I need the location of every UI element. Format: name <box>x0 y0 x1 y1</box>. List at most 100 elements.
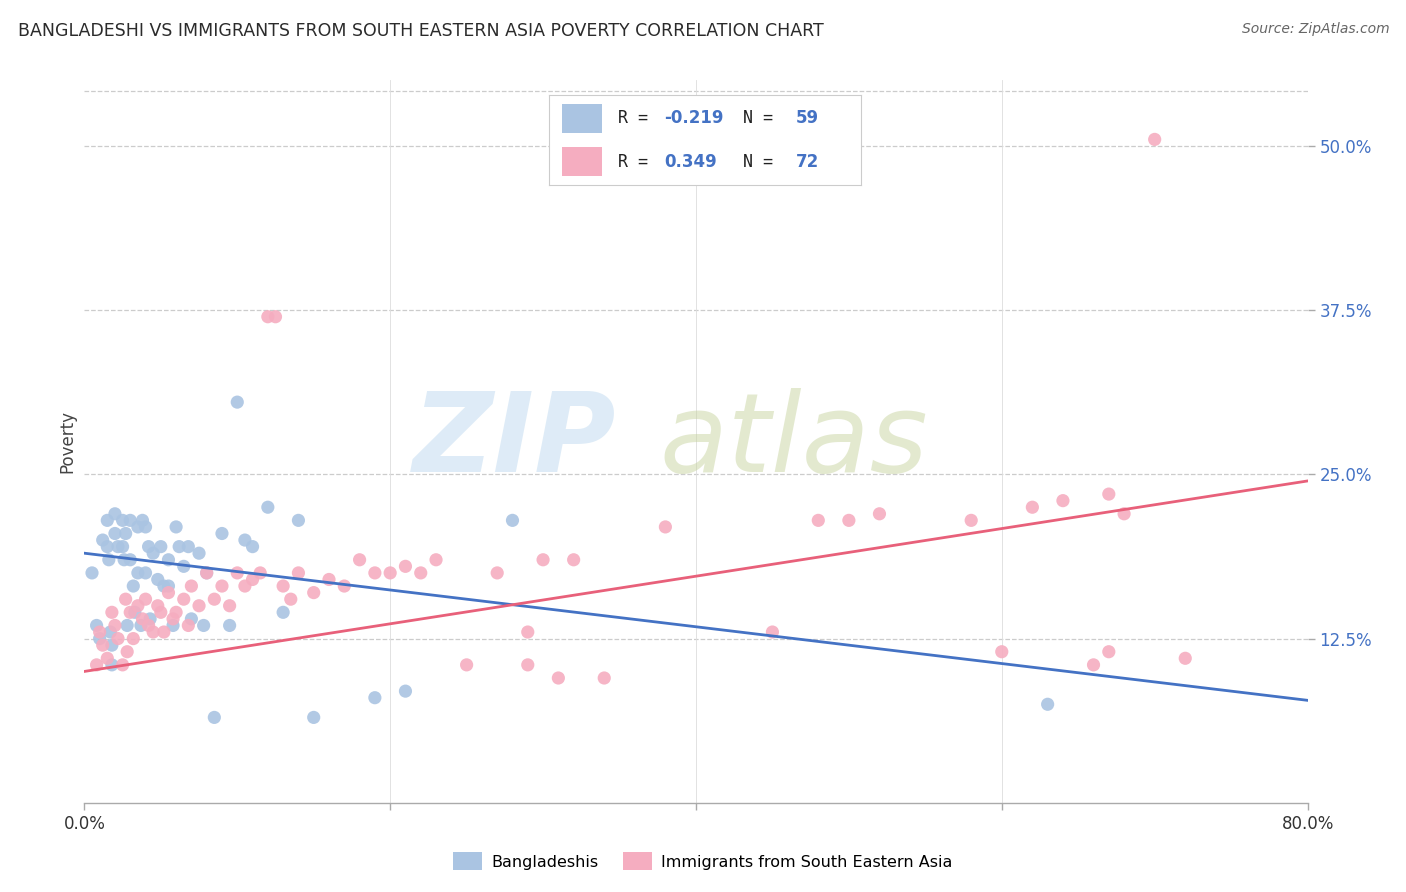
Point <box>394 559 416 574</box>
Point <box>869 507 891 521</box>
Point <box>180 579 202 593</box>
Point <box>120 513 142 527</box>
Point <box>180 612 202 626</box>
Point <box>233 533 256 547</box>
Point <box>188 546 211 560</box>
Point <box>127 520 149 534</box>
Point <box>91 533 114 547</box>
Point <box>122 579 145 593</box>
Point <box>233 579 256 593</box>
Point <box>111 657 134 672</box>
Point <box>173 592 195 607</box>
Point <box>138 618 160 632</box>
Point <box>562 553 585 567</box>
Text: BANGLADESHI VS IMMIGRANTS FROM SOUTH EASTERN ASIA POVERTY CORRELATION CHART: BANGLADESHI VS IMMIGRANTS FROM SOUTH EAS… <box>18 22 824 40</box>
Point <box>80 566 103 580</box>
Point <box>97 553 120 567</box>
Point <box>195 566 218 580</box>
Point <box>96 513 118 527</box>
Point <box>127 599 149 613</box>
Point <box>127 566 149 580</box>
Point <box>165 520 187 534</box>
Point <box>226 566 249 580</box>
Point <box>218 599 240 613</box>
Point <box>654 520 676 534</box>
Point <box>193 618 215 632</box>
Point <box>86 618 108 632</box>
Point <box>761 625 783 640</box>
Point <box>101 638 124 652</box>
Point <box>991 645 1014 659</box>
Point <box>165 605 187 619</box>
Point <box>960 513 983 527</box>
Point <box>149 540 172 554</box>
Point <box>1021 500 1043 515</box>
Point <box>364 690 387 705</box>
Point <box>104 507 127 521</box>
Point <box>157 553 180 567</box>
Point <box>111 513 134 527</box>
Point <box>112 553 135 567</box>
Point <box>91 638 114 652</box>
Point <box>211 526 233 541</box>
Point <box>1114 507 1136 521</box>
Point <box>287 566 309 580</box>
Point <box>280 592 302 607</box>
Point <box>1036 698 1059 712</box>
Point <box>188 599 211 613</box>
Point <box>302 710 325 724</box>
Point <box>114 526 136 541</box>
Point <box>107 540 129 554</box>
Point <box>98 625 121 640</box>
Point <box>111 540 134 554</box>
Point <box>104 526 127 541</box>
Point <box>157 585 180 599</box>
Point <box>107 632 129 646</box>
Point <box>89 632 111 646</box>
Point <box>409 566 432 580</box>
Point <box>135 520 157 534</box>
Point <box>218 618 240 632</box>
Point <box>456 657 478 672</box>
Point <box>153 625 176 640</box>
Point <box>547 671 569 685</box>
Point <box>394 684 416 698</box>
Point <box>153 579 176 593</box>
Point <box>104 618 127 632</box>
Point <box>593 671 616 685</box>
Point <box>124 605 146 619</box>
Legend: Bangladeshis, Immigrants from South Eastern Asia: Bangladeshis, Immigrants from South East… <box>447 846 959 877</box>
Point <box>149 605 172 619</box>
Point <box>89 625 111 640</box>
Point <box>162 618 184 632</box>
Point <box>114 592 136 607</box>
Point <box>364 566 387 580</box>
Point <box>425 553 447 567</box>
Point <box>249 566 271 580</box>
Point <box>502 513 524 527</box>
Point <box>257 500 280 515</box>
Point <box>264 310 287 324</box>
Point <box>1098 487 1121 501</box>
Point <box>142 546 165 560</box>
Point <box>135 592 157 607</box>
Point <box>146 573 169 587</box>
Point <box>486 566 509 580</box>
Point <box>173 559 195 574</box>
Point <box>226 395 249 409</box>
Point <box>1143 132 1166 146</box>
Point <box>202 592 225 607</box>
Text: ZIP: ZIP <box>413 388 616 495</box>
Point <box>96 540 118 554</box>
Point <box>516 657 538 672</box>
Point <box>142 625 165 640</box>
Point <box>302 585 325 599</box>
Point <box>349 553 371 567</box>
Point <box>138 540 160 554</box>
Point <box>101 605 124 619</box>
Point <box>135 566 157 580</box>
Point <box>242 573 264 587</box>
Point <box>131 612 153 626</box>
Point <box>807 513 830 527</box>
Text: Source: ZipAtlas.com: Source: ZipAtlas.com <box>1241 22 1389 37</box>
